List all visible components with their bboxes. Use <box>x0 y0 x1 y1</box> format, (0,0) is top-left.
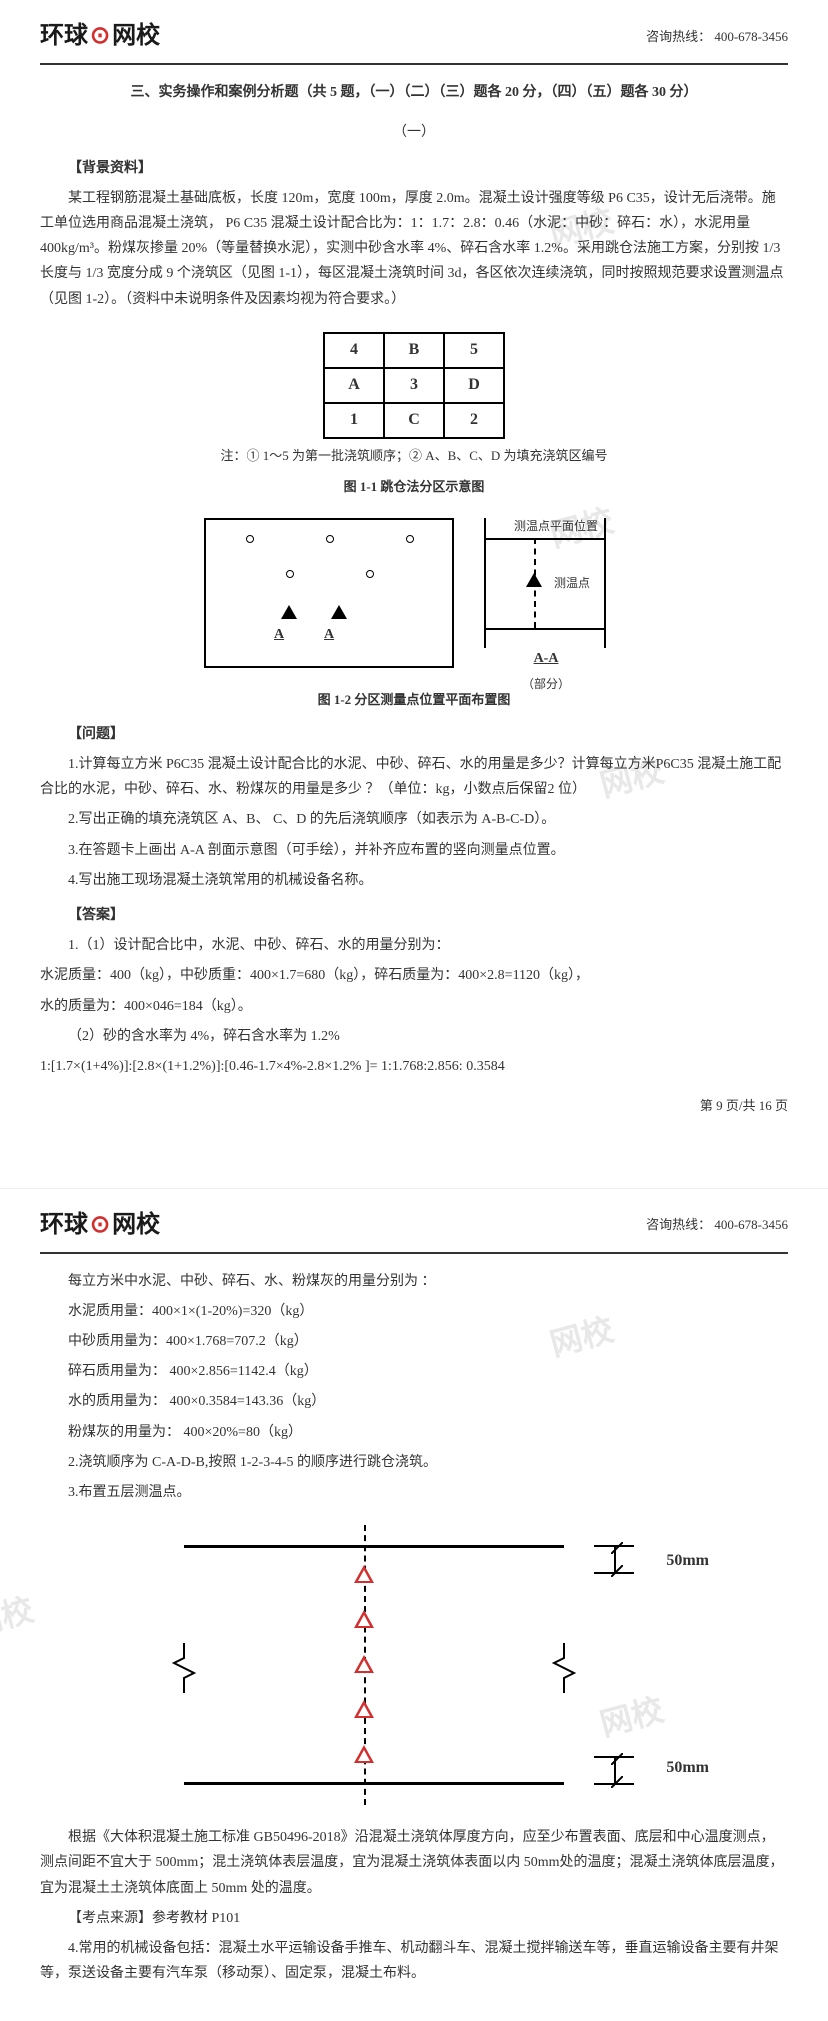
logo-text-2: 网校 <box>112 1204 160 1247</box>
hotline-number: 400-678-3456 <box>714 29 788 44</box>
red-triangle-marker <box>354 1700 374 1718</box>
background-header: 【背景资料】 <box>40 156 788 181</box>
grid-cell: C <box>384 403 444 438</box>
globe-icon: ⊙ <box>90 15 110 58</box>
question-2: 2.写出正确的填充浇筑区 A、B、 C、D 的先后浇筑顺序（如表示为 A-B-C… <box>40 807 788 832</box>
grid-cell: 3 <box>384 368 444 403</box>
grid-cell: 1 <box>324 403 384 438</box>
diagram-1-note: 注：① 1～5 为第一批浇筑顺序；② A、B、C、D 为填充浇筑区编号 <box>40 444 788 467</box>
table-row: 4 B 5 <box>324 333 504 368</box>
triangle-marker <box>331 605 347 619</box>
page-header: 环球 ⊙ 网校 咨询热线： 400-678-3456 <box>40 1204 788 1254</box>
hotline-label: 咨询热线： <box>646 1217 711 1232</box>
circle-marker <box>246 535 254 543</box>
circle-marker <box>326 535 334 543</box>
diagram-2-caption: 图 1-2 分区测量点位置平面布置图 <box>40 688 788 711</box>
circle-marker <box>366 570 374 578</box>
p2-line9: 根据《大体积混凝土施工标准 GB50496-2018》沿混凝土浇筑体厚度方向，应… <box>40 1825 788 1901</box>
break-line-left <box>169 1643 199 1693</box>
section-rect <box>184 1545 564 1785</box>
hotline: 咨询热线： 400-678-3456 <box>646 1213 788 1236</box>
p2-line1: 每立方米中水泥、中砂、碎石、水、粉煤灰的用量分别为 ： <box>40 1269 788 1294</box>
dim-50-bottom: 50mm <box>666 1754 709 1783</box>
ref-header: 【考点来源】参考教材 P101 <box>40 1906 788 1931</box>
logo-text-1: 环球 <box>40 1204 88 1247</box>
grid-cell: D <box>444 368 504 403</box>
diagram-1-1: 4 B 5 A 3 D 1 C 2 注：① 1～5 为第一批浇筑顺序；② A、B… <box>40 332 788 499</box>
temp-point-label: 测温点 <box>554 573 590 595</box>
logo: 环球 ⊙ 网校 <box>40 1204 160 1247</box>
watermark: 网校 <box>0 1581 40 1653</box>
section-top-line <box>484 538 604 540</box>
p2-line6: 粉煤灰的用量为： 400×20%=80（kg） <box>40 1420 788 1445</box>
grid-cell: 2 <box>444 403 504 438</box>
circle-marker <box>286 570 294 578</box>
logo-text-1: 环球 <box>40 15 88 58</box>
triangle-marker <box>526 573 542 587</box>
page-header: 环球 ⊙ 网校 咨询热线： 400-678-3456 <box>40 15 788 65</box>
p2-line10: 4.常用的机械设备包括：混凝土水平运输设备手推车、机动翻斗车、混凝土搅拌输送车等… <box>40 1936 788 1986</box>
p2-line2: 水泥质用量：400×1×(1-20%)=320（kg） <box>40 1299 788 1324</box>
logo-text-2: 网校 <box>112 15 160 58</box>
answer-1: 1.（1）设计配合比中，水泥、中砂、碎石、水的用量分别为： <box>40 933 788 958</box>
grid-cell: 5 <box>444 333 504 368</box>
red-triangle-marker <box>354 1565 374 1583</box>
question-header: 【问题】 <box>40 722 788 747</box>
temp-point-plan-label: 测温点平面位置 <box>514 516 598 538</box>
background-text: 某工程钢筋混凝土基础底板，长度 120m，宽度 100m，厚度 2.0m。混凝土… <box>40 186 788 312</box>
red-triangle-marker <box>354 1745 374 1763</box>
page-number: 第 9 页/共 16 页 <box>40 1094 788 1117</box>
question-1: 1.计算每立方米 P6C35 混凝土设计配合比的水泥、中砂、碎石、水的用量是多少… <box>40 752 788 802</box>
grid-cell: A <box>324 368 384 403</box>
answer-1-2: （2）砂的含水率为 4%，碎石含水率为 1.2% <box>40 1024 788 1049</box>
plan-view-box: A A <box>204 518 454 668</box>
triangle-marker <box>281 605 297 619</box>
sub-number: （一） <box>40 120 788 145</box>
hotline-label: 咨询热线： <box>646 29 711 44</box>
diagram-1-2: A A 测温点平面位置 测温点 A-A （部分） <box>40 518 788 668</box>
page-1: 网校 网校 网校 环球 ⊙ 网校 咨询热线： 400-678-3456 三、实务… <box>0 0 828 1148</box>
section-view: 测温点平面位置 测温点 A-A （部分） <box>484 518 624 668</box>
red-triangle-marker <box>354 1655 374 1673</box>
section-right-line <box>604 518 606 648</box>
dim-top <box>594 1545 654 1574</box>
zone-grid-table: 4 B 5 A 3 D 1 C 2 <box>323 332 505 439</box>
section-bottom-line <box>484 628 604 630</box>
p2-line7: 2.浇筑顺序为 C-A-D-B,按照 1-2-3-4-5 的顺序进行跳仓浇筑。 <box>40 1450 788 1475</box>
red-triangle-marker <box>354 1610 374 1628</box>
table-row: A 3 D <box>324 368 504 403</box>
page-2: 网校 网校 网校 环球 ⊙ 网校 咨询热线： 400-678-3456 每立方米… <box>0 1188 828 2021</box>
dim-bottom <box>594 1756 654 1785</box>
hotline: 咨询热线： 400-678-3456 <box>646 25 788 48</box>
p2-line5: 水的质用量为： 400×0.3584=143.36（kg） <box>40 1389 788 1414</box>
p2-line3: 中砂质用量为：400×1.768=707.2（kg） <box>40 1329 788 1354</box>
label-a-underline: A <box>324 622 334 647</box>
p2-line8: 3.布置五层测温点。 <box>40 1480 788 1505</box>
question-4: 4.写出施工现场混凝土浇筑常用的机械设备名称。 <box>40 868 788 893</box>
answer-header: 【答案】 <box>40 903 788 928</box>
globe-icon: ⊙ <box>90 1204 110 1247</box>
diagram-1-caption: 图 1-1 跳仓法分区示意图 <box>40 475 788 498</box>
label-a-underline: A <box>274 622 284 647</box>
question-3: 3.在答题卡上画出 A-A 剖面示意图（可手绘），并补齐应布置的竖向测量点位置。 <box>40 838 788 863</box>
table-row: 1 C 2 <box>324 403 504 438</box>
section-left-line <box>484 518 486 648</box>
diagram-3-section: 50mm 50mm <box>164 1525 664 1805</box>
break-line-right <box>549 1643 579 1693</box>
p2-line4: 碎石质用量为： 400×2.856=1142.4（kg） <box>40 1359 788 1384</box>
grid-cell: B <box>384 333 444 368</box>
dim-50-top: 50mm <box>666 1547 709 1576</box>
section-title: 三、实务操作和案例分析题（共 5 题，（一）（二）（三）题各 20 分，（四）（… <box>40 80 788 105</box>
answer-1-line2: 水的质量为：400×046=184（kg）。 <box>40 994 788 1019</box>
section-aa-label: A-A （部分） <box>522 646 570 696</box>
answer-1-line1: 水泥质量：400（kg），中砂质重：400×1.7=680（kg），碎石质量为：… <box>40 963 788 988</box>
hotline-number: 400-678-3456 <box>714 1217 788 1232</box>
logo: 环球 ⊙ 网校 <box>40 15 160 58</box>
grid-cell: 4 <box>324 333 384 368</box>
answer-1-3: 1:[1.7×(1+4%)]:[2.8×(1+1.2%)]:[0.46-1.7×… <box>40 1054 788 1079</box>
circle-marker <box>406 535 414 543</box>
